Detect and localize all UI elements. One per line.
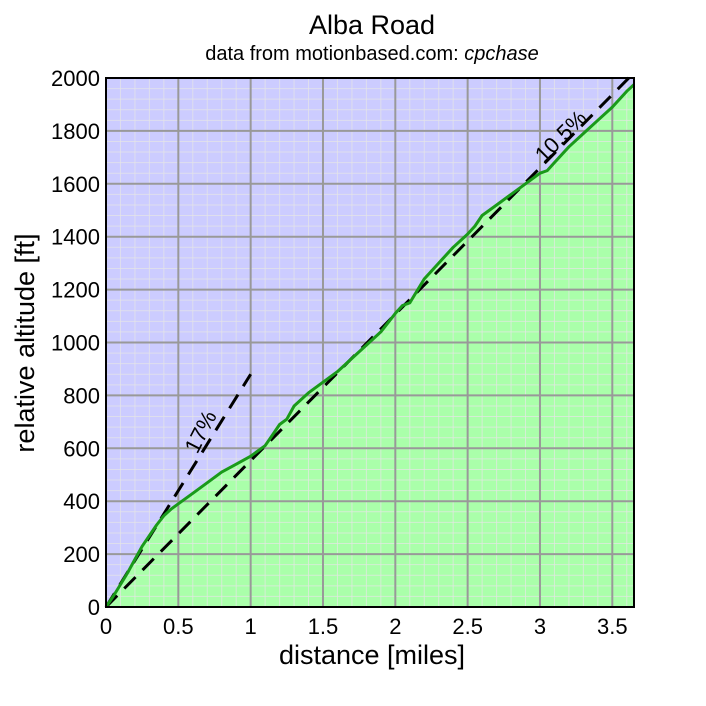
y-tick-label: 1200 xyxy=(51,278,100,303)
plot-frame xyxy=(105,77,635,608)
plot-area: 17%10.5% xyxy=(104,71,636,609)
chart-title: Alba Road xyxy=(309,10,435,40)
y-tick-label: 0 xyxy=(88,595,100,620)
altitude-profile-line xyxy=(104,83,636,608)
y-tick-label: 1400 xyxy=(51,225,100,250)
subtitle-source: data from motionbased.com: xyxy=(205,43,464,65)
x-tick-label: 3.5 xyxy=(597,614,628,639)
chart-subtitle: data from motionbased.com: cpchase xyxy=(205,43,539,65)
y-tick-label: 600 xyxy=(63,436,100,461)
x-tick-label: 2 xyxy=(389,614,401,639)
y-axis-label: relative altitude [ft] xyxy=(10,233,40,452)
y-tick-label: 1600 xyxy=(51,172,100,197)
subtitle-user: cpchase xyxy=(464,43,539,65)
x-tick-label: 1 xyxy=(245,614,257,639)
x-tick-label: 3 xyxy=(534,614,546,639)
y-tick-label: 1000 xyxy=(51,331,100,356)
x-tick-label: 0.5 xyxy=(163,614,194,639)
y-tick-label: 200 xyxy=(63,542,100,567)
y-tick-label: 2000 xyxy=(51,66,100,91)
y-tick-label: 800 xyxy=(63,383,100,408)
y-tick-label: 1800 xyxy=(51,119,100,144)
reference-line-1 xyxy=(104,373,252,608)
x-tick-label: 1.5 xyxy=(308,614,339,639)
x-axis-label: distance [miles] xyxy=(279,640,465,670)
x-tick-label: 2.5 xyxy=(452,614,483,639)
tick-labels: 0 0.5 1 1.5 2 2.5 3 3.5 0 200 400 600 800 1000 1200 140… xyxy=(51,66,628,639)
y-tick-label: 400 xyxy=(63,489,100,514)
x-tick-label: 0 xyxy=(100,614,112,639)
